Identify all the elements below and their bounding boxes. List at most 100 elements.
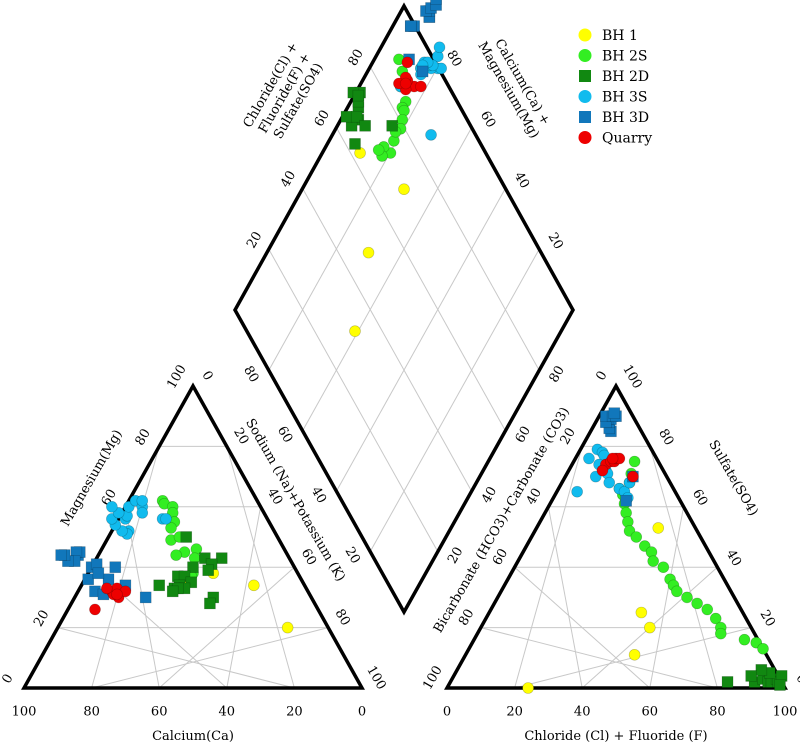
tick-label: 40 bbox=[278, 168, 299, 190]
data-point bbox=[681, 591, 693, 604]
tick-label: 60 bbox=[490, 546, 511, 568]
data-point bbox=[714, 627, 727, 640]
legend-label: BH 2D bbox=[602, 69, 649, 85]
data-point bbox=[166, 585, 179, 598]
anion-triangle bbox=[444, 382, 788, 690]
legend-marker bbox=[578, 131, 592, 144]
legend-marker bbox=[578, 90, 592, 103]
data-point bbox=[101, 582, 113, 595]
data-point bbox=[774, 679, 786, 691]
grid-line bbox=[649, 446, 718, 689]
grid-lines bbox=[57, 66, 752, 689]
data-points bbox=[55, 0, 788, 694]
tick-label: 80 bbox=[443, 48, 464, 70]
tick-label: 40 bbox=[511, 169, 532, 191]
data-point bbox=[416, 65, 429, 78]
tick-label: 20 bbox=[757, 608, 778, 630]
data-point bbox=[745, 670, 758, 682]
data-point bbox=[630, 531, 643, 543]
data-point bbox=[180, 531, 193, 543]
grid-line bbox=[547, 506, 583, 689]
data-point bbox=[136, 494, 149, 507]
legend-marker bbox=[578, 28, 592, 42]
tick-label: 80 bbox=[83, 705, 100, 720]
tick-label: 80 bbox=[346, 47, 367, 69]
data-point bbox=[215, 552, 228, 564]
data-point bbox=[755, 664, 768, 676]
data-point bbox=[401, 56, 414, 69]
data-point bbox=[372, 144, 385, 156]
tick-label: 80 bbox=[655, 426, 676, 448]
grid-line bbox=[335, 127, 506, 432]
tick-label: 60 bbox=[151, 705, 168, 720]
tick-label: 40 bbox=[574, 705, 591, 720]
tick-label: 20 bbox=[545, 230, 566, 252]
data-point bbox=[139, 591, 152, 604]
data-point bbox=[399, 77, 412, 90]
data-point bbox=[349, 325, 361, 337]
data-point bbox=[721, 676, 734, 688]
data-point bbox=[583, 452, 595, 465]
data-point bbox=[350, 110, 363, 123]
tick-label: 0 bbox=[443, 705, 451, 720]
legend-marker bbox=[578, 49, 592, 62]
grid-line bbox=[480, 627, 718, 689]
data-point bbox=[92, 567, 105, 580]
grid-line bbox=[57, 627, 295, 689]
legend-label: BH 2S bbox=[602, 49, 647, 65]
data-point bbox=[652, 522, 665, 534]
data-point bbox=[202, 564, 215, 577]
tick-label: 0 bbox=[0, 672, 17, 687]
data-point bbox=[386, 119, 398, 132]
data-point bbox=[109, 561, 122, 574]
data-point bbox=[603, 476, 616, 489]
anion-right-label: Sulfate(SO4) bbox=[705, 438, 760, 519]
data-point bbox=[248, 579, 260, 592]
tick-label: 20 bbox=[31, 608, 52, 630]
grid-line bbox=[268, 66, 439, 371]
tick-label: 40 bbox=[308, 484, 329, 506]
data-point bbox=[671, 585, 683, 598]
data-point bbox=[281, 621, 294, 634]
data-point bbox=[349, 138, 361, 150]
tick-label: 20 bbox=[230, 425, 251, 447]
data-point bbox=[606, 452, 619, 465]
tick-label: 60 bbox=[689, 487, 710, 509]
tick-label: 0 bbox=[792, 672, 800, 687]
tick-label: 60 bbox=[477, 109, 498, 131]
grid-line bbox=[335, 188, 506, 492]
data-point bbox=[153, 579, 165, 592]
data-point bbox=[359, 119, 371, 132]
legend-label: BH 3S bbox=[602, 90, 647, 106]
data-point bbox=[620, 494, 632, 507]
tick-label: 60 bbox=[298, 546, 319, 568]
tick-label: 100 bbox=[363, 663, 388, 692]
grid-line bbox=[302, 127, 473, 432]
grid-line bbox=[302, 188, 473, 492]
data-point bbox=[635, 606, 648, 619]
grid-line bbox=[369, 248, 540, 552]
data-point bbox=[738, 633, 751, 646]
diamond-left-label: Chloride(Cl) +Fluoride(F) +Sulfate(SO4) bbox=[241, 40, 330, 147]
data-point bbox=[111, 588, 123, 601]
data-point bbox=[55, 549, 67, 561]
data-point bbox=[522, 682, 534, 694]
tick-label: 60 bbox=[312, 108, 333, 130]
tick-label: 0 bbox=[593, 369, 610, 384]
data-point bbox=[701, 603, 714, 616]
tick-label: 60 bbox=[274, 424, 295, 446]
data-point bbox=[352, 89, 365, 102]
tick-label: 80 bbox=[133, 426, 154, 448]
tick-label: 20 bbox=[244, 229, 265, 251]
anion-bottom-label: Chloride (Cl) + Fluoride (F) bbox=[524, 729, 707, 744]
data-point bbox=[430, 0, 442, 5]
diamond bbox=[232, 2, 576, 616]
tick-label: 100 bbox=[420, 663, 445, 692]
tick-label: 100 bbox=[773, 705, 798, 720]
data-point bbox=[691, 597, 703, 610]
data-point bbox=[160, 513, 172, 525]
legend: BH 1 BH 2S BH 2D BH 3S BH 3D Quarry bbox=[578, 28, 652, 147]
tick-label: 80 bbox=[456, 607, 477, 629]
data-point bbox=[106, 500, 118, 513]
data-point bbox=[165, 522, 177, 534]
